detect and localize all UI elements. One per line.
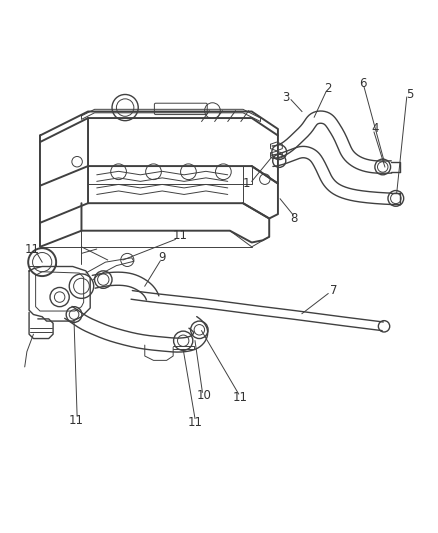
Text: 5: 5	[406, 87, 414, 101]
Text: 11: 11	[187, 416, 202, 429]
Text: 11: 11	[233, 391, 247, 404]
Text: 10: 10	[196, 389, 211, 402]
Text: 1: 1	[242, 177, 250, 190]
Text: 2: 2	[325, 82, 332, 95]
Text: 3: 3	[282, 91, 289, 103]
Text: 7: 7	[330, 284, 337, 297]
Text: 8: 8	[290, 212, 298, 225]
Text: 11: 11	[173, 229, 188, 243]
Text: 9: 9	[159, 251, 166, 264]
Text: 11: 11	[25, 243, 39, 255]
Text: 6: 6	[359, 77, 367, 90]
Text: 11: 11	[68, 414, 83, 427]
Text: 4: 4	[371, 122, 379, 135]
